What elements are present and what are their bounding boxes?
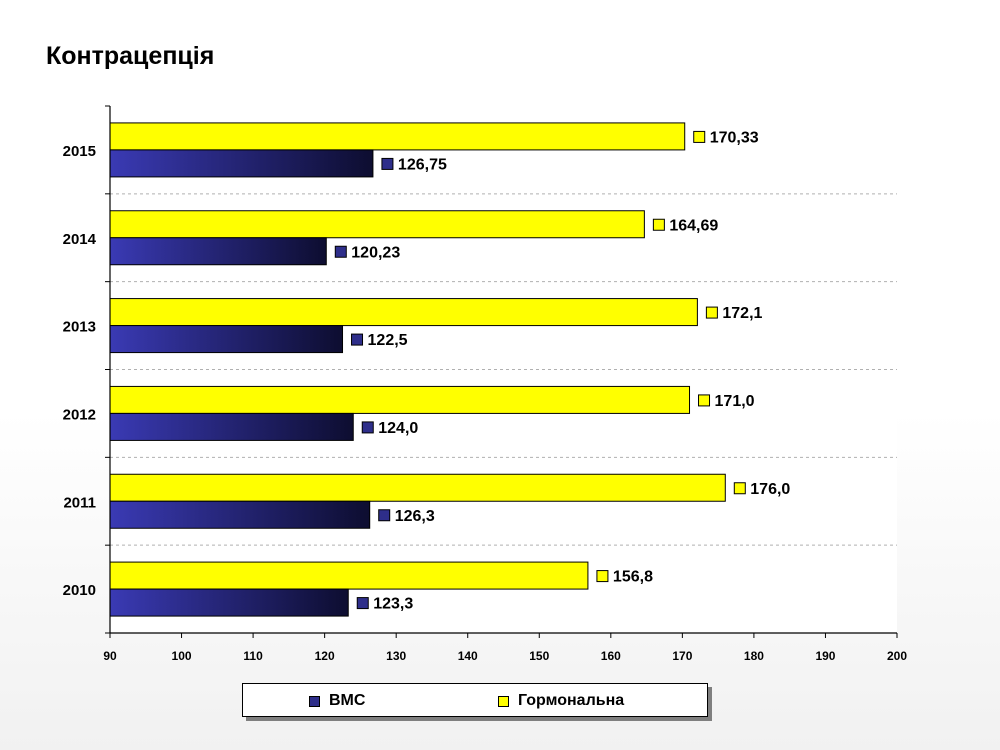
legend-label-hormonal: Гормональна (518, 692, 625, 709)
bar-hormonal-2015 (109, 122, 686, 151)
bar-vms-2015 (109, 149, 374, 178)
bar-hormonal-2012 (109, 385, 691, 414)
category-label-2011: 2011 (63, 494, 96, 511)
data-label-marker-vms-2010 (356, 597, 369, 610)
x-tick-label-100: 100 (172, 649, 192, 663)
page-title: Контрацепція (46, 42, 215, 70)
legend-swatch-hormonal (498, 695, 509, 707)
category-label-2014: 2014 (63, 231, 97, 248)
category-label-2015: 2015 (63, 143, 96, 160)
data-label-marker-vms-2012 (361, 421, 374, 434)
bar-vms-2012 (109, 412, 354, 441)
data-label-hormonal-2011: 176,0 (750, 481, 790, 498)
bar-vms-2014 (109, 237, 327, 266)
x-tick-label-200: 200 (887, 649, 907, 663)
bar-vms-2011 (109, 500, 371, 529)
data-label-marker-hormonal-2011 (733, 482, 746, 495)
bar-vms-2013 (109, 325, 344, 354)
x-tick-label-90: 90 (103, 649, 117, 663)
bar-hormonal-2013 (109, 298, 698, 327)
legend-item-hormonal: Гормональна (498, 692, 624, 710)
data-label-hormonal-2012: 171,0 (715, 393, 755, 410)
data-label-hormonal-2015: 170,33 (710, 129, 759, 146)
category-label-2013: 2013 (63, 319, 96, 336)
x-tick-label-160: 160 (601, 649, 621, 663)
category-label-2010: 2010 (63, 582, 96, 599)
category-label-2012: 2012 (63, 406, 96, 423)
data-label-vms-2012: 124,0 (378, 420, 418, 437)
data-label-vms-2011: 126,3 (395, 508, 435, 525)
data-label-hormonal-2013: 172,1 (722, 305, 762, 322)
data-label-marker-vms-2015 (381, 157, 394, 170)
data-label-vms-2014: 120,23 (351, 244, 400, 261)
x-tick-label-170: 170 (672, 649, 692, 663)
data-label-marker-vms-2011 (378, 509, 391, 522)
data-label-marker-hormonal-2010 (596, 570, 609, 583)
legend-swatch-vms (309, 695, 320, 707)
data-label-hormonal-2010: 156,8 (613, 569, 653, 586)
data-label-hormonal-2014: 164,69 (669, 217, 718, 234)
x-tick-label-140: 140 (458, 649, 478, 663)
data-label-vms-2010: 123,3 (373, 596, 413, 613)
data-label-vms-2013: 122,5 (368, 332, 408, 349)
bar-chart: 170,33 126,75 2015 164,69 120,23 2014 172,1 122… (63, 105, 907, 663)
chart-legend: ВМС Гормональна (242, 683, 708, 717)
data-label-marker-vms-2013 (351, 333, 364, 346)
data-label-marker-hormonal-2015 (693, 130, 706, 143)
bar-hormonal-2011 (109, 473, 726, 502)
legend-label-vms: ВМС (329, 692, 366, 709)
bar-vms-2010 (109, 588, 349, 617)
x-tick-label-190: 190 (815, 649, 835, 663)
x-tick-label-120: 120 (315, 649, 335, 663)
data-label-marker-hormonal-2014 (652, 218, 665, 231)
x-tick-label-150: 150 (529, 649, 549, 663)
x-tick-label-110: 110 (243, 649, 263, 663)
data-label-marker-vms-2014 (334, 245, 347, 258)
bar-hormonal-2014 (109, 210, 645, 239)
data-label-marker-hormonal-2013 (705, 306, 718, 319)
bar-hormonal-2010 (109, 561, 589, 590)
data-label-vms-2015: 126,75 (398, 156, 447, 173)
data-label-marker-hormonal-2012 (698, 394, 711, 407)
x-tick-label-130: 130 (386, 649, 406, 663)
x-tick-label-180: 180 (744, 649, 764, 663)
legend-item-vms: ВМС (309, 692, 365, 710)
